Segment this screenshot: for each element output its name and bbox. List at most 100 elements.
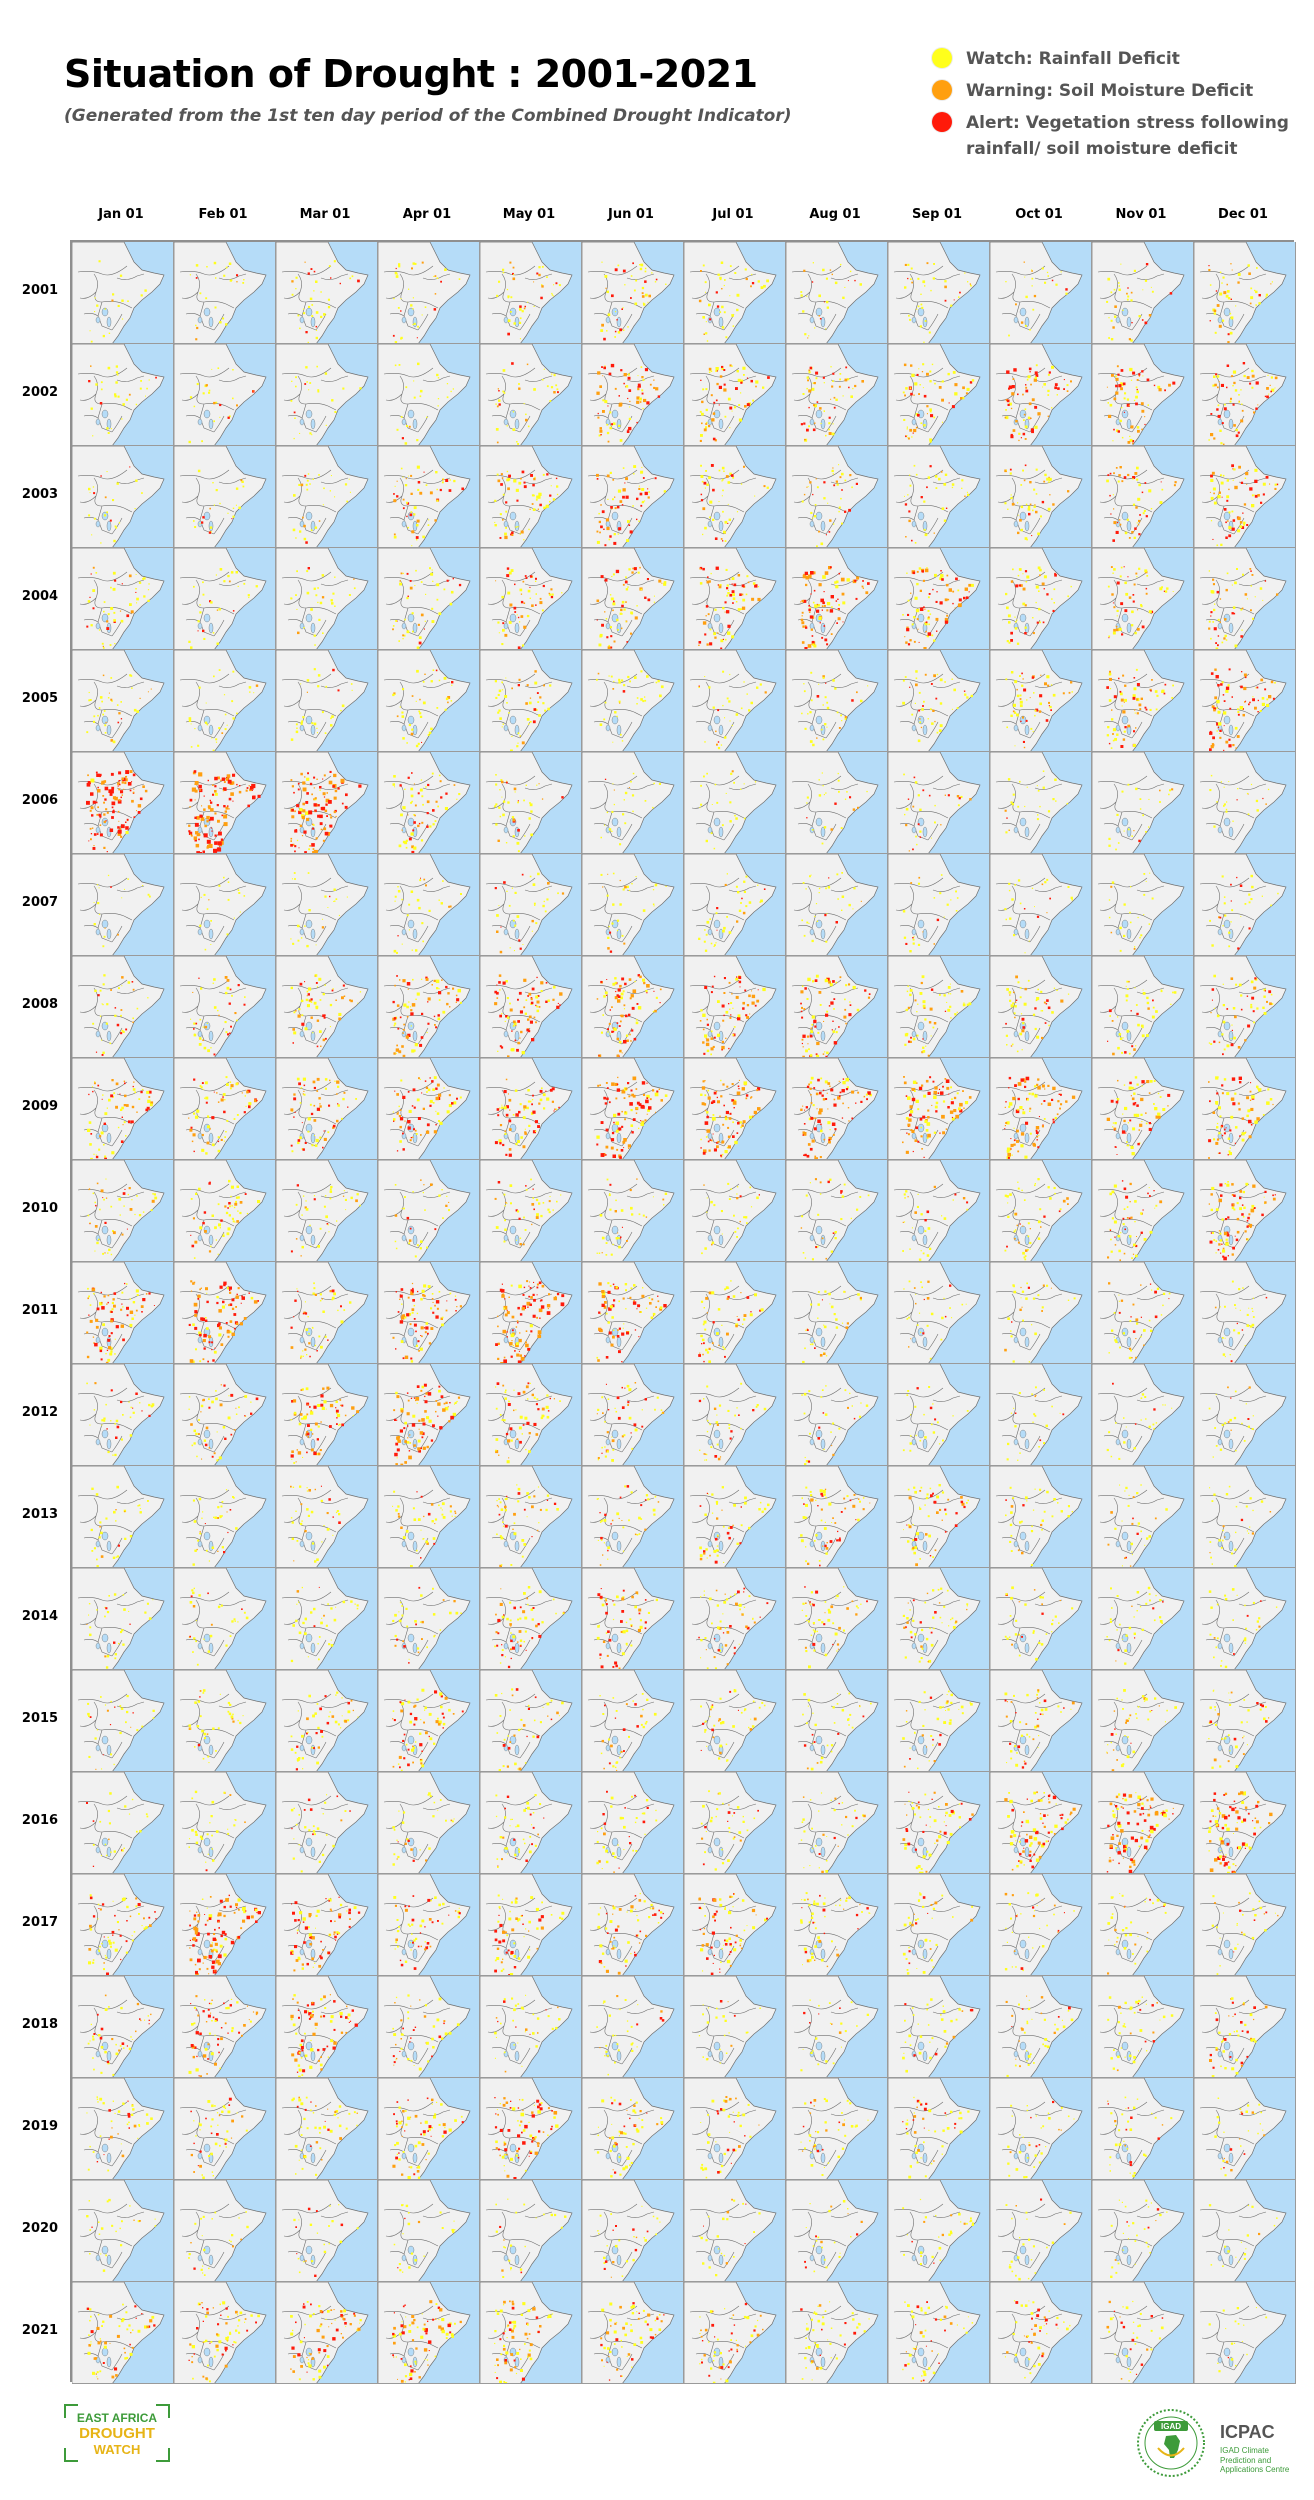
map-cell xyxy=(888,956,990,1058)
map-cell xyxy=(174,1568,276,1670)
map-cell xyxy=(480,2282,582,2384)
map-cell xyxy=(888,1058,990,1160)
map-cell xyxy=(378,2180,480,2282)
map-cell xyxy=(1092,956,1194,1058)
map-cell xyxy=(378,650,480,752)
map-cell xyxy=(378,1466,480,1568)
map-cell xyxy=(990,854,1092,956)
map-cell xyxy=(888,1568,990,1670)
map-cell xyxy=(990,1364,1092,1466)
map-cell xyxy=(888,1160,990,1262)
icpac-name: ICPAC xyxy=(1220,2422,1275,2442)
year-label: 2018 xyxy=(21,2017,59,2032)
map-cell xyxy=(276,446,378,548)
map-cell xyxy=(276,956,378,1058)
logo-line-3: WATCH xyxy=(93,2442,141,2457)
map-cell xyxy=(72,1262,174,1364)
map-cell xyxy=(990,1466,1092,1568)
igad-icpac-logo: IGAD ICPAC IGAD Climate Prediction and A… xyxy=(1136,2408,1296,2478)
map-cell xyxy=(1194,548,1296,650)
map-cell xyxy=(1092,548,1194,650)
map-cell xyxy=(174,2078,276,2180)
month-header: Jul 01 xyxy=(712,207,754,222)
map-cell xyxy=(276,752,378,854)
year-label: 2003 xyxy=(21,487,59,502)
map-cell xyxy=(582,344,684,446)
map-cell xyxy=(786,752,888,854)
map-cell xyxy=(174,1874,276,1976)
map-cell xyxy=(174,650,276,752)
month-header: Oct 01 xyxy=(1015,207,1063,222)
map-cell xyxy=(1194,446,1296,548)
map-cell xyxy=(582,1058,684,1160)
map-cell xyxy=(582,854,684,956)
map-cell xyxy=(378,2078,480,2180)
map-cell xyxy=(786,1772,888,1874)
map-cell xyxy=(888,650,990,752)
map-cell xyxy=(888,242,990,344)
map-cell xyxy=(276,1058,378,1160)
legend-item-watch: Watch: Rainfall Deficit xyxy=(932,46,1302,72)
map-cell xyxy=(72,1568,174,1670)
map-cell xyxy=(990,548,1092,650)
map-cell xyxy=(582,1364,684,1466)
map-cell xyxy=(378,1772,480,1874)
month-header: Jun 01 xyxy=(608,207,654,222)
map-cell xyxy=(684,1262,786,1364)
map-cell xyxy=(1194,1670,1296,1772)
map-cell xyxy=(72,344,174,446)
map-cell xyxy=(72,1058,174,1160)
map-cell xyxy=(1092,344,1194,446)
map-cell xyxy=(1194,2078,1296,2180)
year-label: 2011 xyxy=(21,1303,59,1318)
logo-line-1: EAST AFRICA xyxy=(76,2411,158,2425)
map-cell xyxy=(1194,242,1296,344)
map-cell xyxy=(684,650,786,752)
map-cell xyxy=(72,1160,174,1262)
map-cell xyxy=(276,1976,378,2078)
map-cell xyxy=(888,1466,990,1568)
map-cell xyxy=(990,956,1092,1058)
map-cell xyxy=(684,2078,786,2180)
map-cell xyxy=(990,1058,1092,1160)
legend-label-warning: Warning: Soil Moisture Deficit xyxy=(966,81,1254,101)
map-cell xyxy=(582,1262,684,1364)
map-cell xyxy=(684,752,786,854)
map-cell xyxy=(1194,1364,1296,1466)
map-cell xyxy=(582,1670,684,1772)
map-cell xyxy=(684,1874,786,1976)
map-cell xyxy=(1092,1976,1194,2078)
map-cell xyxy=(72,1772,174,1874)
map-cell xyxy=(276,1568,378,1670)
map-cell xyxy=(480,1364,582,1466)
map-cell xyxy=(888,1976,990,2078)
map-cell xyxy=(990,1670,1092,1772)
year-label: 2016 xyxy=(21,1813,59,1828)
map-cell xyxy=(990,2282,1092,2384)
map-cell xyxy=(1092,650,1194,752)
map-cell xyxy=(480,2180,582,2282)
year-label: 2006 xyxy=(21,793,59,808)
map-cell xyxy=(684,1772,786,1874)
map-cell xyxy=(174,1772,276,1874)
map-cell xyxy=(786,2282,888,2384)
map-cell xyxy=(786,344,888,446)
map-cell xyxy=(378,854,480,956)
map-cell xyxy=(480,1874,582,1976)
map-cell xyxy=(684,446,786,548)
map-cell xyxy=(990,752,1092,854)
map-cell xyxy=(72,548,174,650)
map-cell xyxy=(786,242,888,344)
map-cell xyxy=(1092,1670,1194,1772)
legend-swatch-alert xyxy=(932,112,952,132)
map-cell xyxy=(684,854,786,956)
map-cell xyxy=(990,242,1092,344)
map-cell xyxy=(480,1058,582,1160)
map-cell xyxy=(990,344,1092,446)
map-cell xyxy=(72,1364,174,1466)
map-cell xyxy=(174,2180,276,2282)
map-cell xyxy=(378,1160,480,1262)
month-header: Aug 01 xyxy=(809,207,861,222)
map-cell xyxy=(72,1976,174,2078)
map-cell xyxy=(480,446,582,548)
